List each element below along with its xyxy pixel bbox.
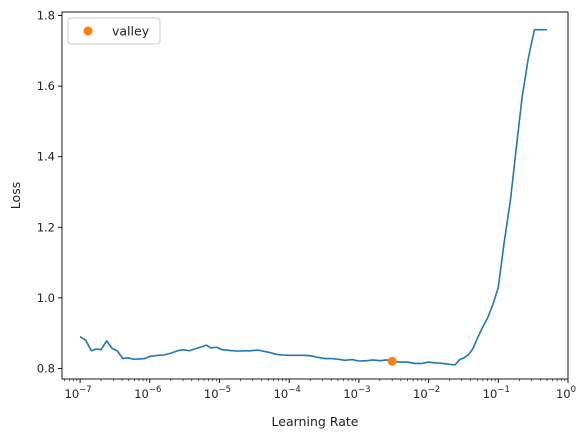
y-tick-label: 1.6	[37, 79, 55, 93]
legend: valley	[67, 17, 161, 45]
valley-point	[387, 356, 397, 366]
y-tick-label: 1.2	[37, 220, 55, 234]
y-tick-label: 0.8	[37, 361, 55, 375]
plot-frame	[61, 11, 569, 380]
plot-area	[79, 28, 548, 366]
y-tick-label: 1.4	[37, 150, 55, 164]
y-tick-label: 1.8	[37, 9, 55, 23]
legend-marker-valley	[83, 26, 93, 36]
y-tick-label: 1.0	[37, 291, 55, 305]
y-axis-label: Loss	[8, 182, 23, 209]
legend-label-valley: valley	[112, 24, 150, 39]
y-axis-ticks: 0.8 1.0 1.2 1.4 1.6 1.8	[37, 9, 62, 375]
x-axis-label: Learning Rate	[272, 414, 359, 429]
legend-frame	[67, 17, 161, 45]
loss-curve-line	[79, 28, 548, 366]
